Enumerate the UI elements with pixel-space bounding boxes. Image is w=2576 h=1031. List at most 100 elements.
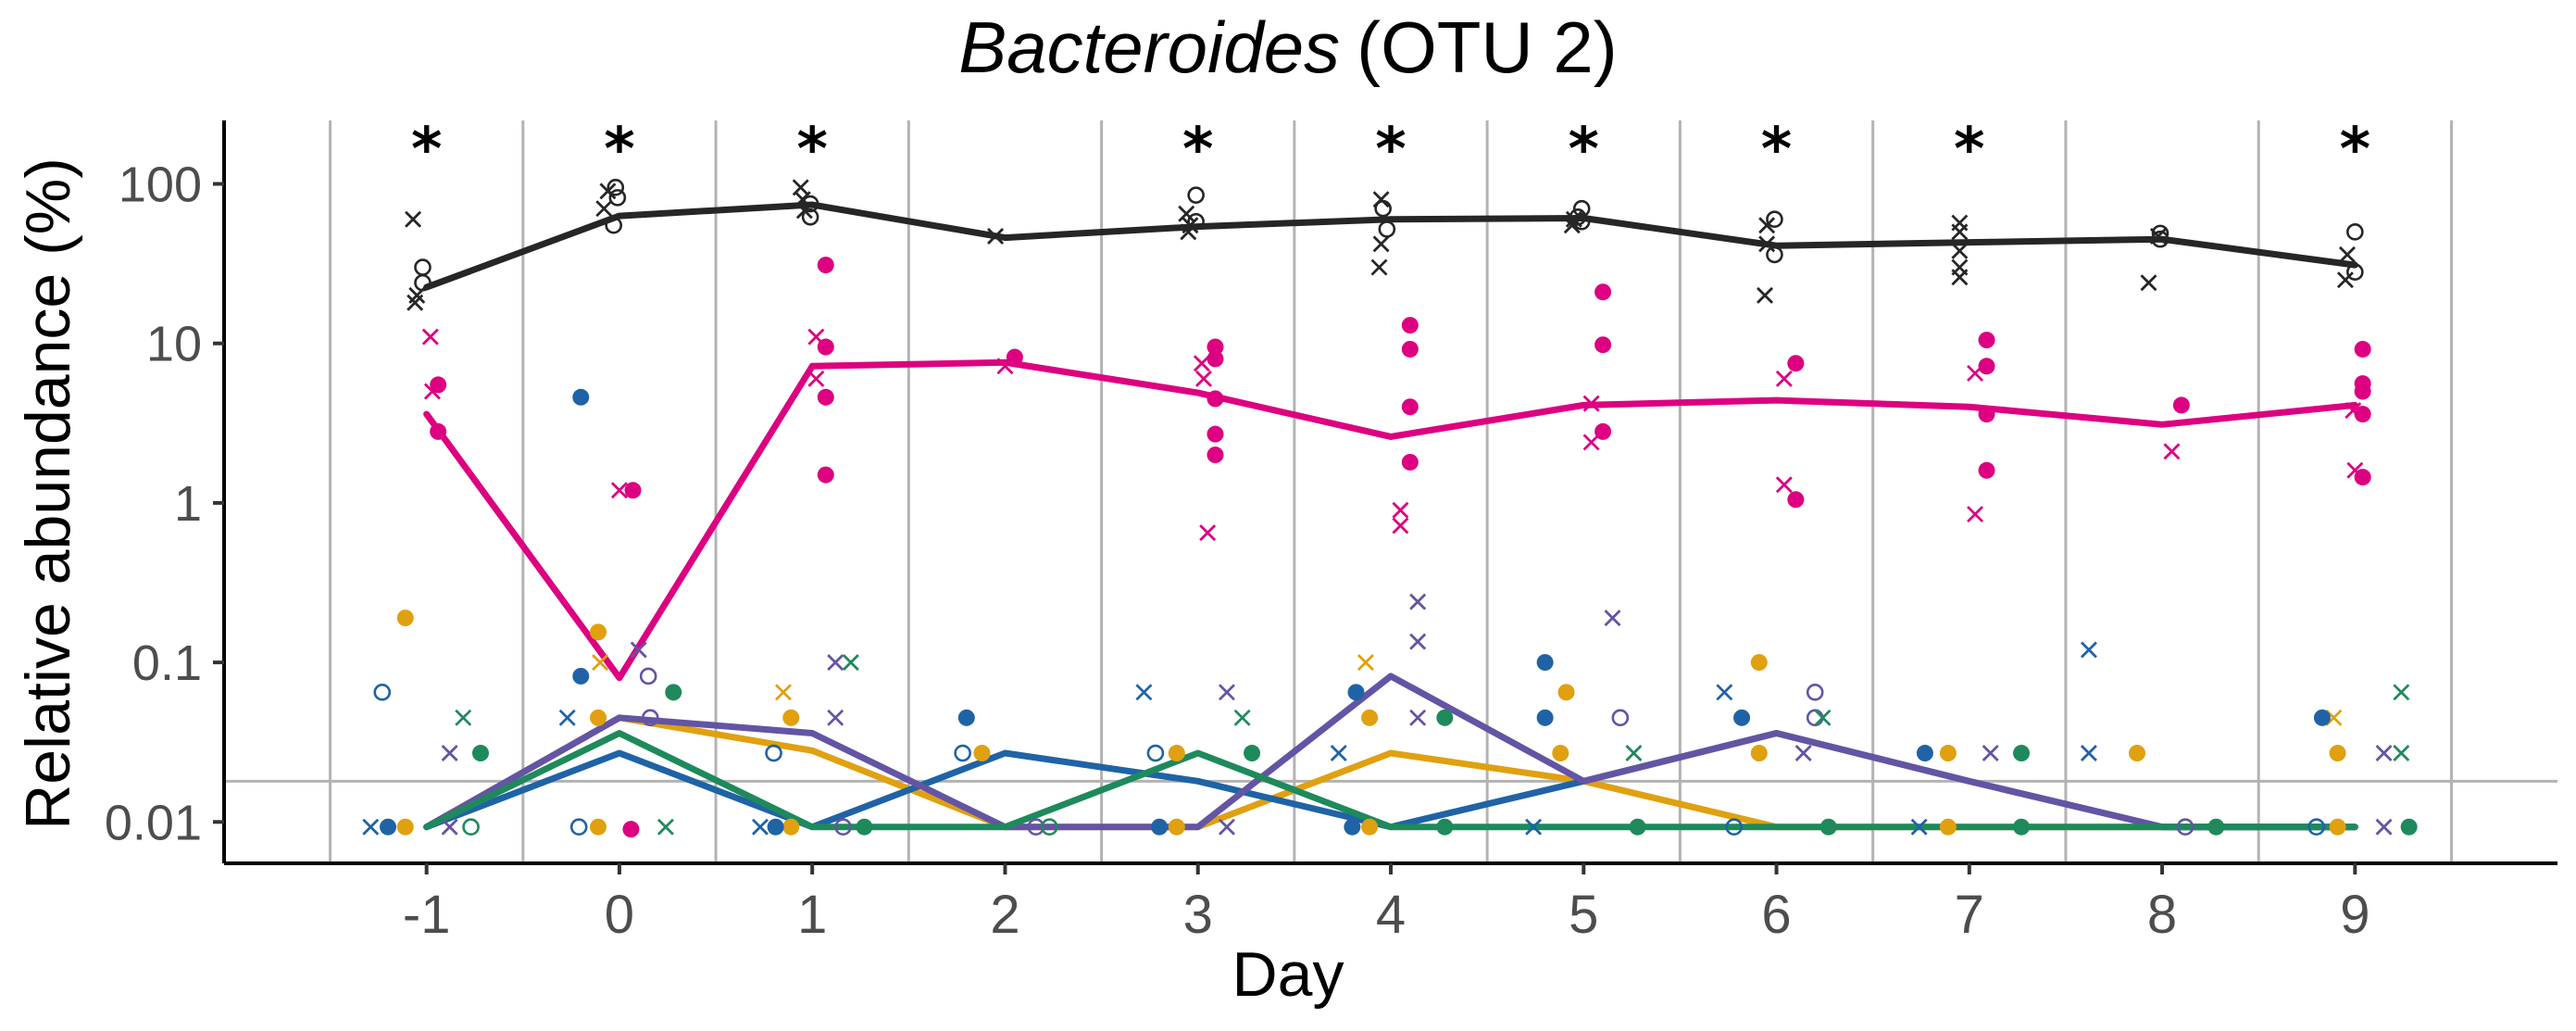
data-point-black: [2346, 223, 2364, 241]
data-point-magenta: [610, 482, 628, 499]
data-point-magenta: [1978, 358, 1995, 375]
data-point-black: [1757, 286, 1774, 304]
data-point-black: [801, 207, 819, 226]
data-point-magenta: [1207, 425, 1224, 443]
data-point-blue: [1536, 654, 1554, 672]
data-point-green: [455, 709, 472, 726]
data-point-magenta: [1978, 461, 1995, 479]
data-point-black: [595, 200, 613, 218]
data-point-magenta: [817, 388, 834, 406]
data-point-magenta: [1967, 506, 1984, 523]
data-point-magenta: [1199, 524, 1217, 542]
data-point-blue: [572, 388, 590, 406]
data-point-green: [471, 745, 489, 762]
data-point-green: [2013, 745, 2031, 762]
data-point-purple: [1409, 709, 1427, 726]
chart-title-genus: Bacteroides: [958, 6, 1340, 88]
data-point-magenta: [817, 338, 834, 356]
chart-title: Bacteroides (OTU 2): [958, 6, 1618, 88]
data-point-blue: [558, 709, 576, 726]
data-point-black: [2140, 274, 2157, 292]
data-point-green: [2393, 684, 2410, 701]
data-point-blue: [1536, 709, 1554, 726]
data-point-blue: [362, 818, 380, 836]
data-point-black: [2346, 263, 2364, 282]
data-point-green: [856, 818, 873, 836]
data-point-orange: [396, 818, 414, 836]
data-point-magenta: [1775, 370, 1793, 387]
data-point-blue: [1916, 745, 1933, 762]
data-point-green: [1244, 745, 1261, 762]
data-point-magenta: [1978, 332, 1995, 349]
chart-title-otu: (OTU 2): [1357, 6, 1618, 88]
data-point-magenta: [2354, 383, 2371, 400]
data-point-magenta: [2354, 340, 2371, 358]
data-point-black: [1766, 245, 1783, 264]
data-point-magenta: [817, 466, 834, 484]
data-point-orange: [1557, 684, 1575, 701]
data-point-black: [606, 179, 625, 196]
data-point-blue: [957, 709, 975, 726]
data-point-purple: [834, 818, 852, 836]
x-tick-label: 6: [1761, 885, 1791, 945]
data-point-black: [414, 258, 431, 276]
data-point-magenta: [2172, 396, 2190, 414]
data-point-green: [1436, 709, 1454, 726]
data-point-green: [2013, 818, 2031, 836]
data-point-blue: [1151, 818, 1169, 836]
x-tick-label: 4: [1376, 885, 1406, 945]
data-point-black: [2336, 271, 2354, 289]
data-point-green: [2400, 818, 2418, 836]
data-point-orange: [2128, 745, 2145, 762]
data-point-orange: [590, 818, 607, 836]
data-point-magenta: [1193, 355, 1210, 372]
data-point-magenta: [807, 370, 825, 387]
data-point-orange: [1939, 745, 1957, 762]
data-point-magenta: [1392, 517, 1409, 534]
data-point-purple: [1218, 818, 1235, 836]
data-point-black: [1572, 199, 1591, 218]
data-point-magenta: [430, 376, 447, 394]
data-point-black: [1951, 242, 1969, 259]
data-point-blue: [1733, 709, 1751, 726]
series-lines: [423, 201, 2358, 831]
data-point-magenta: [1401, 453, 1419, 471]
data-point-magenta: [1207, 390, 1224, 408]
y-tick-label: 0.1: [132, 635, 202, 691]
data-point-magenta: [1392, 501, 1409, 519]
data-point-blue: [2080, 745, 2097, 762]
data-point-magenta: [624, 482, 642, 499]
x-tick-label: 0: [605, 885, 634, 945]
data-point-magenta: [2354, 469, 2371, 486]
data-point-orange: [1361, 818, 1379, 836]
data-point-purple: [1806, 709, 1824, 727]
data-point-blue: [1910, 818, 1928, 836]
data-point-black: [1378, 220, 1396, 238]
y-tick-label: 10: [146, 317, 202, 372]
data-point-orange: [1552, 745, 1569, 762]
data-point-green: [842, 654, 859, 672]
data-point-black: [1572, 212, 1591, 231]
data-point-purple: [441, 745, 458, 762]
data-point-magenta: [1582, 434, 1600, 451]
significance-star: *: [1569, 116, 1599, 184]
data-point-purple: [1218, 684, 1235, 701]
data-point-black: [1569, 207, 1587, 226]
significance-star: *: [796, 116, 827, 184]
data-point-blue: [1347, 684, 1365, 701]
data-point-orange: [2329, 818, 2346, 836]
data-point-blue: [380, 818, 397, 836]
data-point-black: [1178, 205, 1195, 222]
data-point-magenta: [421, 328, 439, 346]
y-tick-label: 1: [174, 476, 202, 532]
data-point-magenta: [1594, 336, 1612, 354]
data-point-purple: [1982, 745, 1999, 762]
data-point-magenta: [1401, 398, 1419, 416]
data-point-blue: [1330, 745, 1347, 762]
data-point-black: [1563, 217, 1581, 234]
x-tick-label: 9: [2340, 885, 2370, 945]
significance-star: *: [1954, 116, 1984, 184]
data-point-black: [987, 227, 1005, 245]
data-point-purple: [630, 641, 647, 659]
data-point-black: [1187, 212, 1205, 231]
